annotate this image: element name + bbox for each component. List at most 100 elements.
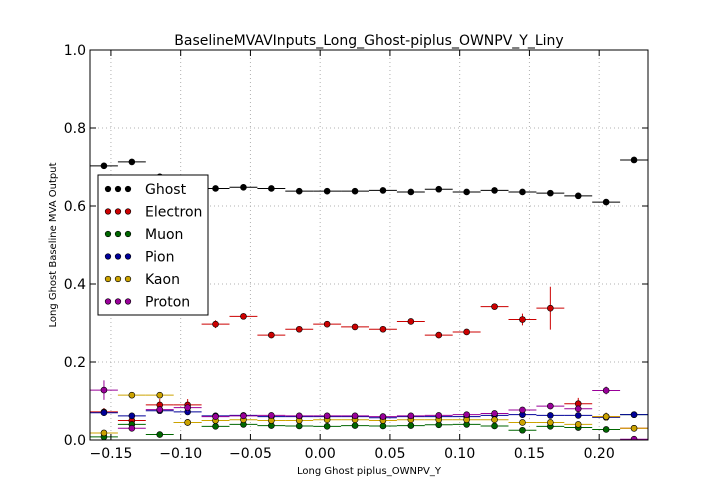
legend-marker bbox=[124, 253, 132, 260]
data-point bbox=[156, 431, 164, 438]
data-point bbox=[630, 411, 638, 418]
x-axis-label: Long Ghost piplus_OWNPV_Y bbox=[297, 466, 442, 477]
data-point bbox=[379, 413, 387, 420]
legend-marker bbox=[124, 275, 132, 283]
legend-label-pion: Pion bbox=[145, 250, 174, 266]
data-point bbox=[323, 423, 331, 430]
data-point bbox=[379, 187, 387, 194]
data-point bbox=[100, 409, 108, 417]
x-tick-label: 0.10 bbox=[444, 446, 475, 462]
y-tick-label: 0.4 bbox=[64, 277, 86, 293]
legend-marker bbox=[104, 208, 112, 215]
data-point bbox=[351, 412, 359, 420]
data-point bbox=[156, 391, 164, 399]
legend-marker bbox=[104, 253, 112, 260]
x-tick-label: 0.05 bbox=[374, 446, 405, 462]
x-tick-label: 0.15 bbox=[514, 446, 545, 462]
data-point bbox=[240, 412, 247, 420]
data-point bbox=[491, 303, 498, 310]
data-point bbox=[547, 402, 554, 410]
data-point bbox=[435, 331, 443, 339]
data-point bbox=[212, 413, 219, 420]
series-proton bbox=[90, 380, 648, 440]
data-point bbox=[295, 412, 303, 420]
data-point bbox=[268, 331, 275, 339]
data-point bbox=[323, 320, 331, 328]
legend-marker bbox=[114, 230, 122, 238]
data-point bbox=[100, 162, 108, 170]
data-point bbox=[407, 318, 415, 325]
data-point bbox=[100, 386, 108, 394]
data-point bbox=[602, 387, 610, 394]
legend-marker bbox=[114, 298, 122, 305]
x-tick-label: −0.05 bbox=[229, 446, 272, 462]
data-point bbox=[463, 328, 470, 336]
data-point bbox=[491, 187, 498, 194]
data-point bbox=[128, 424, 136, 432]
legend-marker bbox=[124, 298, 132, 305]
data-point bbox=[547, 304, 554, 312]
data-point bbox=[519, 419, 526, 426]
x-tick-label: 0.20 bbox=[584, 446, 615, 462]
data-point bbox=[519, 406, 526, 414]
data-point bbox=[519, 188, 526, 196]
data-point bbox=[212, 320, 219, 328]
data-point bbox=[379, 422, 387, 430]
data-point bbox=[128, 412, 136, 420]
data-point bbox=[240, 183, 247, 191]
legend-marker bbox=[104, 230, 112, 238]
data-point bbox=[240, 313, 247, 320]
data-point bbox=[491, 410, 498, 417]
legend-marker bbox=[124, 208, 132, 215]
y-tick-label: 1.0 bbox=[64, 43, 86, 59]
x-tick-label: −0.15 bbox=[89, 446, 132, 462]
data-point bbox=[295, 422, 303, 430]
data-point bbox=[379, 325, 387, 333]
legend-marker bbox=[104, 298, 112, 305]
data-point bbox=[519, 426, 526, 434]
y-tick-label: 0.6 bbox=[64, 199, 86, 215]
data-point bbox=[323, 412, 331, 420]
data-point bbox=[268, 412, 275, 419]
data-point bbox=[574, 405, 582, 413]
data-point bbox=[407, 188, 415, 196]
legend-label-electron: Electron bbox=[145, 205, 202, 221]
legend-label-kaon: Kaon bbox=[145, 272, 180, 288]
chart-title: BaselineMVAVInputs_Long_Ghost-piplus_OWN… bbox=[174, 33, 563, 49]
data-point bbox=[212, 423, 219, 430]
data-point bbox=[351, 187, 359, 195]
data-point bbox=[574, 412, 582, 419]
data-point bbox=[268, 185, 275, 192]
data-point bbox=[323, 187, 331, 195]
data-point bbox=[574, 421, 582, 428]
legend-label-ghost: Ghost bbox=[145, 182, 187, 198]
data-point bbox=[100, 429, 108, 437]
data-point bbox=[128, 158, 136, 166]
data-point bbox=[351, 422, 359, 429]
data-point bbox=[184, 404, 191, 411]
data-point bbox=[491, 416, 498, 424]
data-point bbox=[547, 189, 554, 197]
data-point bbox=[602, 413, 610, 420]
data-point bbox=[435, 412, 443, 419]
y-axis-label: Long Ghost Baseline MVA Output bbox=[48, 162, 59, 327]
ticks: −0.15 −0.10 −0.05 0.00 0.05 0.10 0.15 0.20 0.0 0.… bbox=[64, 43, 648, 462]
legend-marker bbox=[114, 253, 122, 260]
legend-marker bbox=[104, 185, 112, 193]
data-point bbox=[351, 323, 359, 331]
data-point bbox=[184, 419, 191, 426]
data-point bbox=[156, 406, 164, 413]
legend-marker bbox=[114, 185, 122, 193]
plot-frame bbox=[89, 49, 649, 441]
legend: Ghost Electron Muon Pion Kaon Proton bbox=[97, 174, 209, 316]
data-point bbox=[547, 419, 554, 426]
x-tick-label: −0.10 bbox=[159, 446, 202, 462]
legend-marker bbox=[124, 230, 132, 238]
data-point bbox=[602, 426, 610, 433]
x-tick-label: 0.00 bbox=[305, 446, 336, 462]
data-point bbox=[295, 325, 303, 333]
data-point bbox=[519, 316, 526, 323]
data-point bbox=[407, 412, 415, 420]
y-tick-label: 0.2 bbox=[64, 355, 86, 371]
